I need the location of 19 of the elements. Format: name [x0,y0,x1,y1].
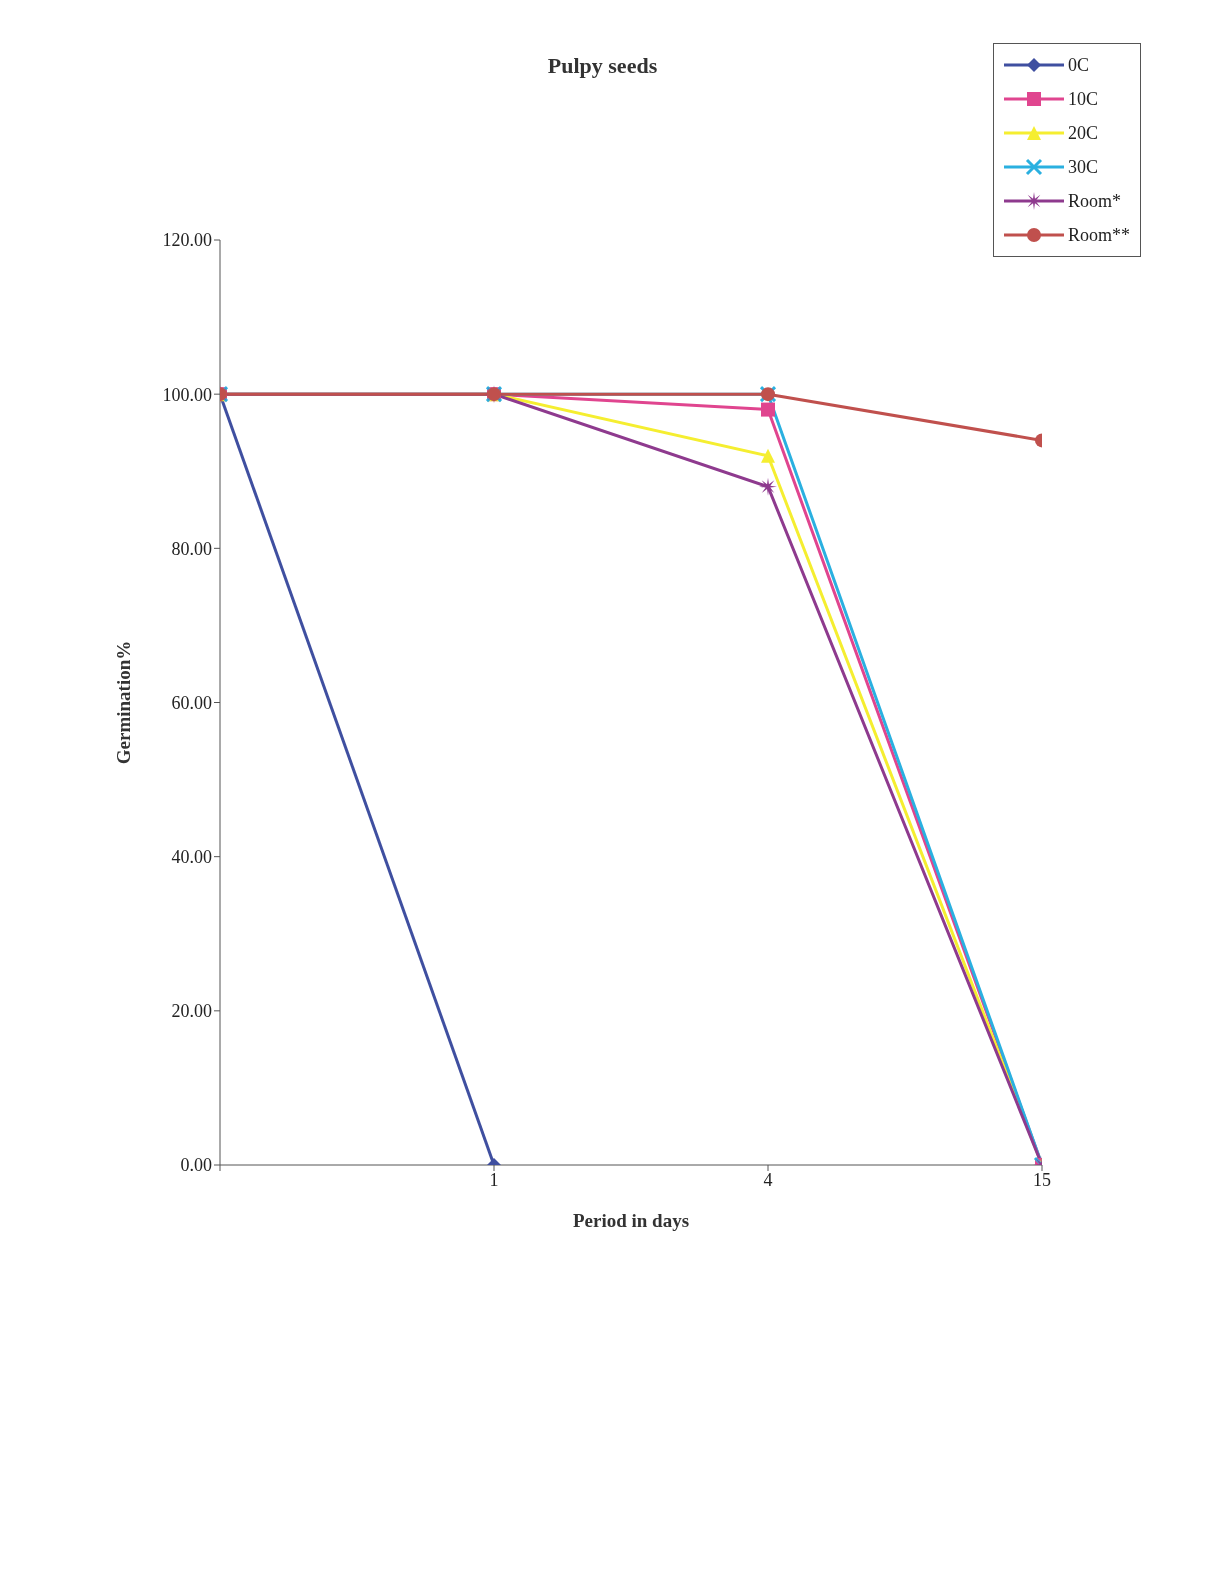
y-tick-label: 40.00 [171,847,212,868]
legend-label: 10C [1068,88,1099,111]
x-tick-label: 4 [763,1169,773,1190]
chart-title: Pulpy seeds [547,53,658,78]
y-tick-label: 120.00 [162,230,212,251]
legend-label: 30C [1068,156,1099,179]
legend-label: 20C [1068,122,1099,145]
y-tick-label: 0.00 [180,1155,212,1176]
x-tick-label: 15 [1033,1169,1051,1190]
y-tick-label: 80.00 [171,538,212,559]
x-tick-label: 1 [489,1169,499,1190]
legend-label: 0C [1068,54,1090,77]
legend-label: Room* [1068,190,1122,213]
y-tick-label: 100.00 [162,384,212,405]
y-tick-label: 60.00 [171,692,212,713]
y-tick-label: 20.00 [171,1001,212,1022]
x-axis-title: Period in days [572,1210,690,1231]
legend-label: Room** [1068,224,1131,247]
y-axis-title: Germination% [112,640,134,765]
